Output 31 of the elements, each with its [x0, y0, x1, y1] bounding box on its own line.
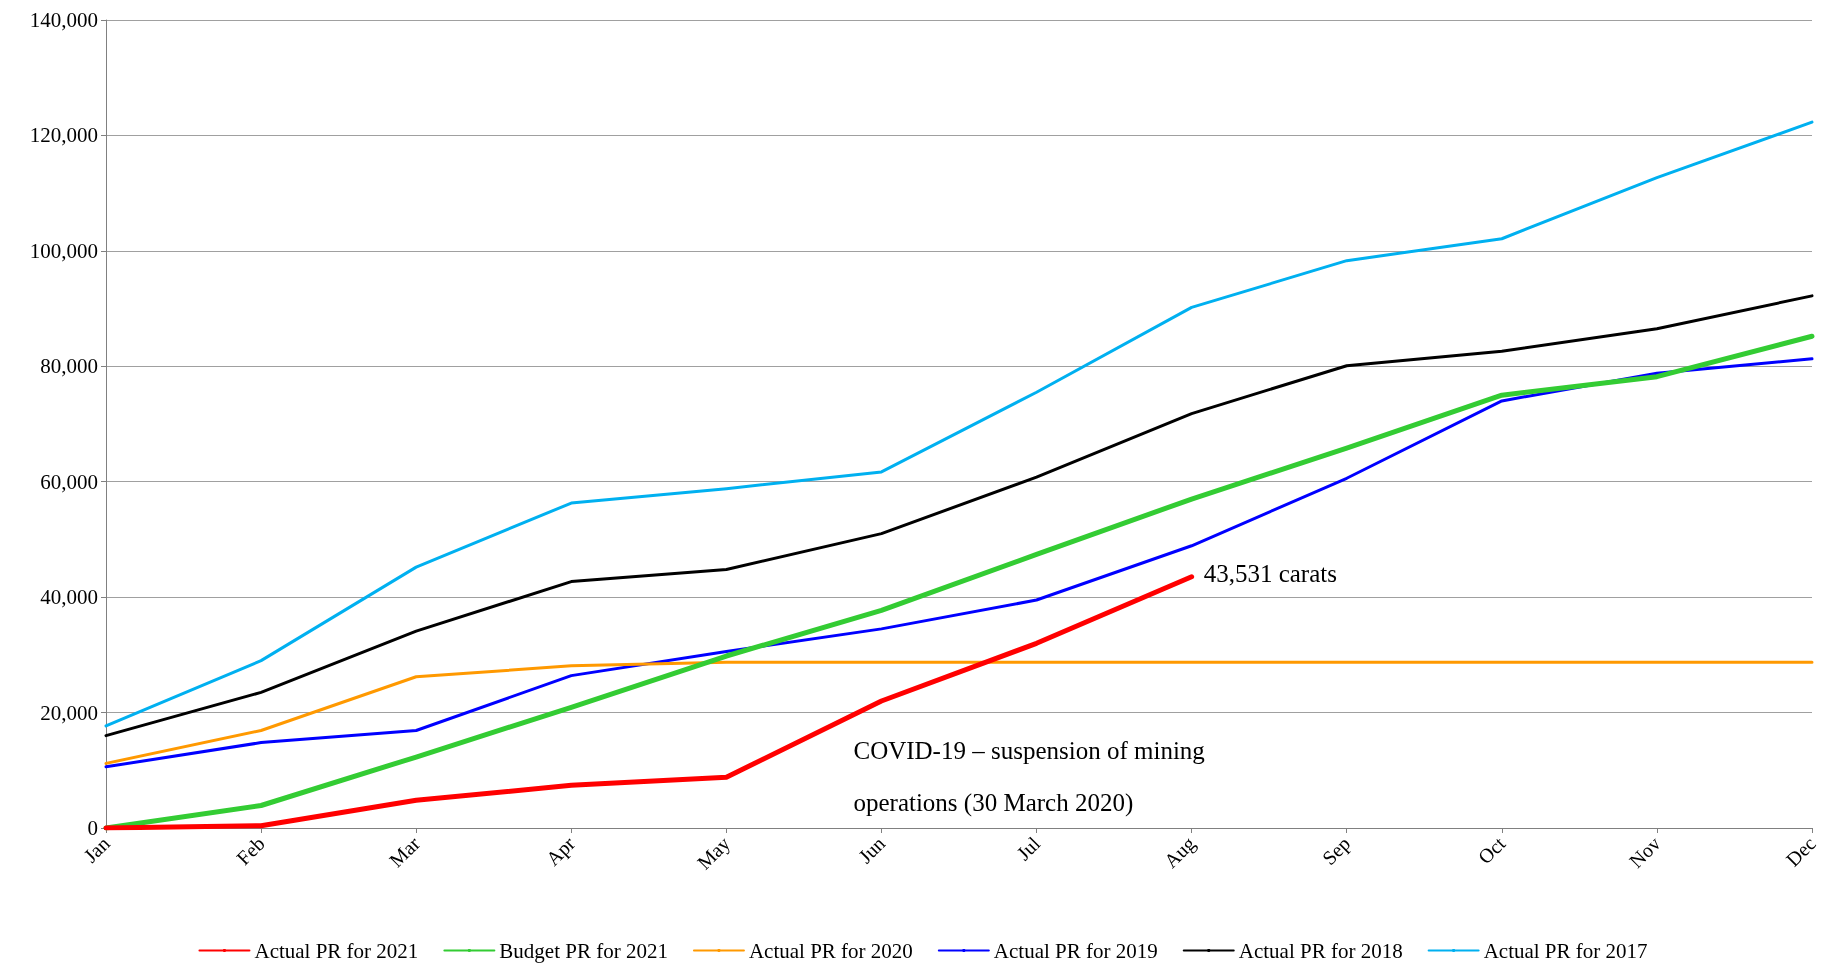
- line-series: [104, 357, 1814, 769]
- legend-label: Actual PR for 2021: [254, 938, 419, 963]
- annotation: 43,531 carats: [1203, 559, 1337, 587]
- x-tick-label: Feb: [232, 832, 269, 869]
- x-tick-label: Jul: [1012, 831, 1045, 865]
- x-tick-label: Aug: [1159, 832, 1201, 873]
- y-tick-label: 0: [87, 816, 98, 840]
- legend-label: Actual PR for 2020: [748, 938, 913, 963]
- y-tick-label: 60,000: [40, 469, 98, 494]
- line-series: [104, 660, 1814, 765]
- y-tick-label: 120,000: [29, 123, 98, 148]
- legend-label: Actual PR for 2018: [1238, 938, 1403, 963]
- x-tick-label: Nov: [1624, 832, 1665, 873]
- y-tick-label: 40,000: [40, 585, 98, 610]
- y-tick-label: 20,000: [40, 700, 98, 725]
- x-tick-label: Mar: [384, 831, 425, 872]
- line-series: [104, 120, 1814, 728]
- x-tick-label: Sep: [1317, 832, 1356, 870]
- legend-label: Actual PR for 2019: [993, 938, 1158, 963]
- x-tick-label: Jun: [854, 832, 890, 868]
- line-series: [104, 294, 1814, 738]
- x-tick-label: Dec: [1781, 832, 1820, 871]
- x-tick-label: May: [692, 832, 735, 875]
- legend-label: Budget PR for 2021: [499, 938, 668, 963]
- x-tick-label: Oct: [1473, 831, 1510, 869]
- annotation: COVID-19 – suspension of mining operations (30 March 2020): [853, 736, 1212, 817]
- y-tick-label: 140,000: [29, 8, 98, 32]
- y-tick-label: 100,000: [29, 238, 98, 263]
- x-tick-label: Apr: [541, 831, 580, 871]
- y-tick-label: 80,000: [40, 354, 98, 379]
- legend-label: Actual PR for 2017: [1483, 938, 1648, 963]
